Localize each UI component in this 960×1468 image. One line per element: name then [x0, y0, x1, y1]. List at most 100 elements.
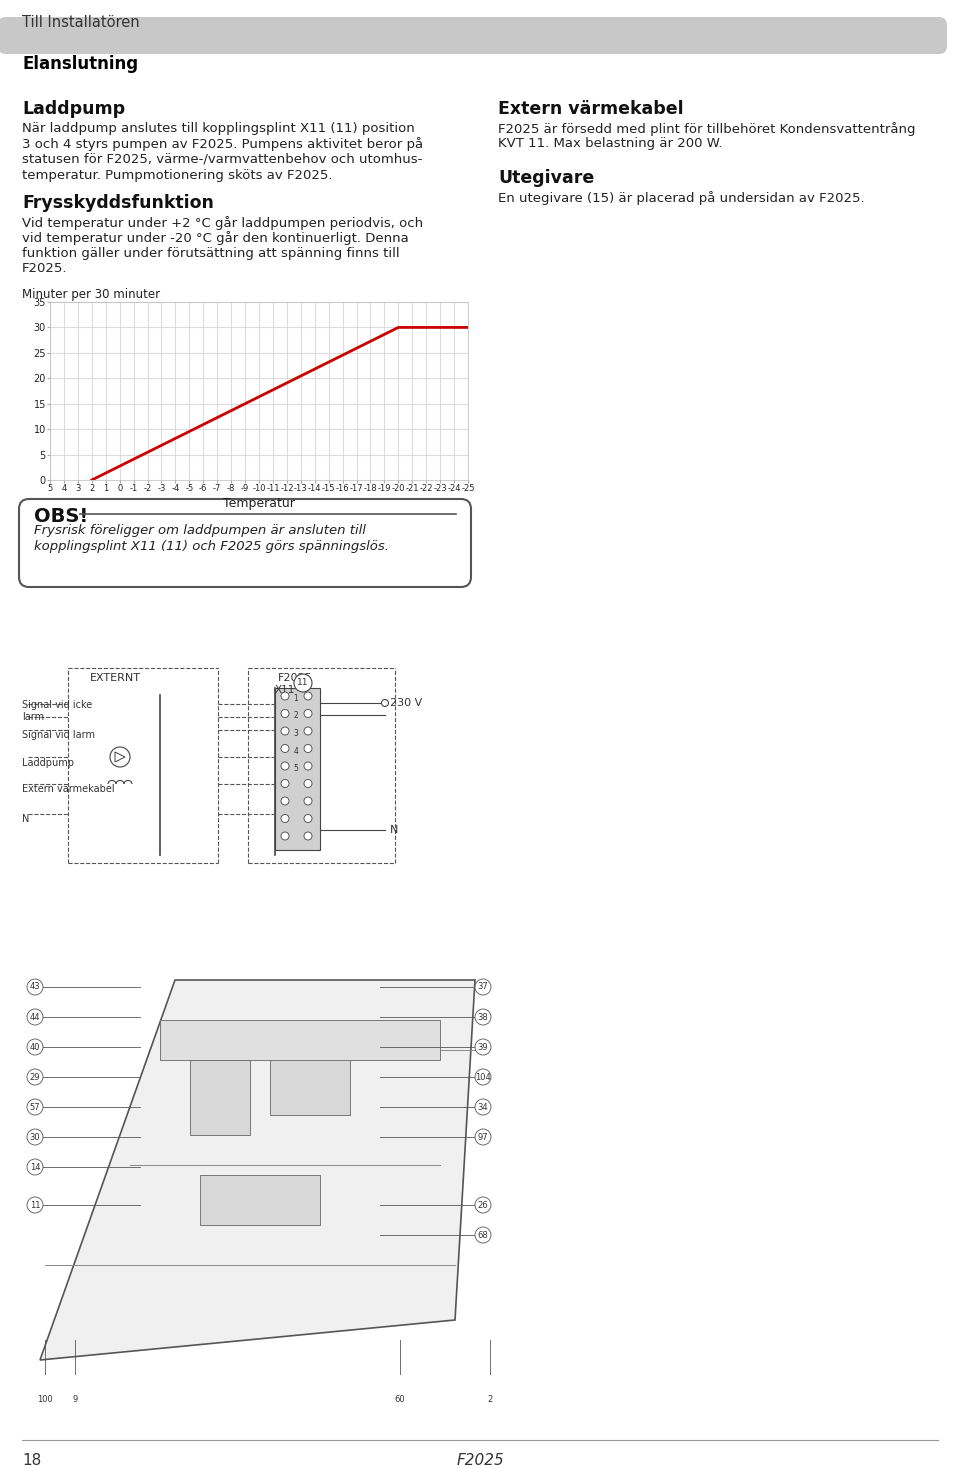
Text: 34: 34: [478, 1102, 489, 1111]
Bar: [200, 1174, 320, 1224]
Text: kopplingsplint X11 (11) och F2025 görs spänningslös.: kopplingsplint X11 (11) och F2025 görs s…: [34, 540, 389, 553]
Text: 5: 5: [294, 763, 299, 774]
Text: 44: 44: [30, 1013, 40, 1022]
Text: F2025.: F2025.: [22, 263, 67, 276]
Circle shape: [281, 709, 289, 718]
Text: statusen för F2025, värme-/varmvattenbehov och utomhus-: statusen för F2025, värme-/varmvattenbeh…: [22, 153, 422, 166]
Text: 39: 39: [478, 1042, 489, 1051]
Circle shape: [27, 1160, 43, 1174]
Text: 2: 2: [294, 712, 299, 721]
Polygon shape: [40, 981, 475, 1359]
Circle shape: [304, 744, 312, 753]
Text: 18: 18: [22, 1453, 41, 1468]
Text: Minuter per 30 minuter: Minuter per 30 minuter: [22, 288, 160, 301]
Text: 57: 57: [30, 1102, 40, 1111]
Text: 40: 40: [30, 1042, 40, 1051]
Circle shape: [281, 815, 289, 822]
Circle shape: [27, 1129, 43, 1145]
Circle shape: [304, 797, 312, 804]
Circle shape: [482, 1392, 498, 1408]
Circle shape: [37, 1392, 53, 1408]
Text: 9: 9: [72, 1396, 78, 1405]
Circle shape: [304, 780, 312, 787]
Text: Frysrisk föreligger om laddpumpen är ansluten till: Frysrisk föreligger om laddpumpen är ans…: [34, 524, 366, 537]
Circle shape: [27, 1039, 43, 1055]
Circle shape: [294, 674, 312, 691]
Text: Extern värmekabel: Extern värmekabel: [498, 100, 684, 117]
Text: 14: 14: [30, 1163, 40, 1171]
Text: 2: 2: [488, 1396, 492, 1405]
X-axis label: Temperatur: Temperatur: [223, 498, 295, 511]
FancyBboxPatch shape: [19, 499, 471, 587]
Circle shape: [304, 832, 312, 840]
Circle shape: [281, 780, 289, 787]
Circle shape: [281, 727, 289, 735]
Text: Vid temperatur under +2 °C går laddpumpen periodvis, och: Vid temperatur under +2 °C går laddpumpe…: [22, 216, 423, 230]
Text: Till Installatören: Till Installatören: [22, 15, 139, 29]
Text: vid temperatur under -20 °C går den kontinuerligt. Denna: vid temperatur under -20 °C går den kont…: [22, 232, 409, 245]
Text: F2025: F2025: [277, 672, 312, 683]
Circle shape: [281, 744, 289, 753]
Text: temperatur. Pumpmotionering sköts av F2025.: temperatur. Pumpmotionering sköts av F20…: [22, 169, 332, 182]
Bar: [190, 1060, 250, 1135]
Text: OBS!: OBS!: [34, 506, 88, 526]
Circle shape: [304, 727, 312, 735]
Text: 60: 60: [395, 1396, 405, 1405]
FancyBboxPatch shape: [0, 18, 947, 54]
Circle shape: [392, 1392, 408, 1408]
Bar: [160, 1020, 440, 1060]
Circle shape: [475, 1100, 491, 1116]
Circle shape: [67, 1392, 83, 1408]
Text: F2025 är försedd med plint för tillbehöret Kondensvattentrång: F2025 är försedd med plint för tillbehör…: [498, 122, 916, 137]
Text: 100: 100: [37, 1396, 53, 1405]
Text: KVT 11. Max belastning är 200 W.: KVT 11. Max belastning är 200 W.: [498, 138, 723, 151]
Text: Signal vid icke
larm: Signal vid icke larm: [22, 700, 92, 722]
Circle shape: [110, 747, 130, 766]
Text: 3: 3: [294, 730, 299, 738]
Text: 43: 43: [30, 982, 40, 991]
Text: funktion gäller under förutsättning att spänning finns till: funktion gäller under förutsättning att …: [22, 247, 399, 260]
Circle shape: [281, 691, 289, 700]
Circle shape: [475, 1227, 491, 1243]
Circle shape: [304, 815, 312, 822]
Bar: [275, 688, 320, 850]
Circle shape: [281, 762, 289, 771]
Circle shape: [27, 1196, 43, 1213]
Circle shape: [27, 1069, 43, 1085]
Text: Signal vid larm: Signal vid larm: [22, 730, 95, 740]
Text: 11: 11: [30, 1201, 40, 1210]
Circle shape: [475, 1069, 491, 1085]
Circle shape: [281, 832, 289, 840]
Circle shape: [281, 797, 289, 804]
Text: 29: 29: [30, 1073, 40, 1082]
Text: En utegivare (15) är placerad på undersidan av F2025.: En utegivare (15) är placerad på undersi…: [498, 191, 865, 206]
Text: 230 V: 230 V: [390, 697, 422, 708]
Text: N: N: [22, 813, 30, 824]
Text: 11: 11: [298, 678, 309, 687]
Text: 1: 1: [294, 694, 299, 703]
Text: F2025: F2025: [456, 1453, 504, 1468]
Text: EXTERNT: EXTERNT: [89, 672, 140, 683]
Circle shape: [475, 1039, 491, 1055]
Circle shape: [475, 1129, 491, 1145]
Text: Laddpump: Laddpump: [22, 100, 125, 117]
Text: 3 och 4 styrs pumpen av F2025. Pumpens aktivitet beror på: 3 och 4 styrs pumpen av F2025. Pumpens a…: [22, 138, 423, 151]
Text: 104: 104: [475, 1073, 491, 1082]
Circle shape: [475, 1196, 491, 1213]
Text: Elanslutning: Elanslutning: [22, 54, 138, 73]
Text: 37: 37: [478, 982, 489, 991]
Circle shape: [27, 979, 43, 995]
Text: 68: 68: [478, 1230, 489, 1239]
Circle shape: [304, 691, 312, 700]
Text: 30: 30: [30, 1132, 40, 1142]
Text: 4: 4: [294, 747, 299, 756]
Text: När laddpump anslutes till kopplingsplint X11 (11) position: När laddpump anslutes till kopplingsplin…: [22, 122, 415, 135]
Text: X11: X11: [275, 686, 296, 694]
Text: N: N: [390, 825, 398, 835]
Text: Laddpump: Laddpump: [22, 757, 74, 768]
Text: 97: 97: [478, 1132, 489, 1142]
Circle shape: [475, 979, 491, 995]
Circle shape: [381, 699, 389, 706]
Text: Extern värmekabel: Extern värmekabel: [22, 784, 114, 794]
Text: 26: 26: [478, 1201, 489, 1210]
